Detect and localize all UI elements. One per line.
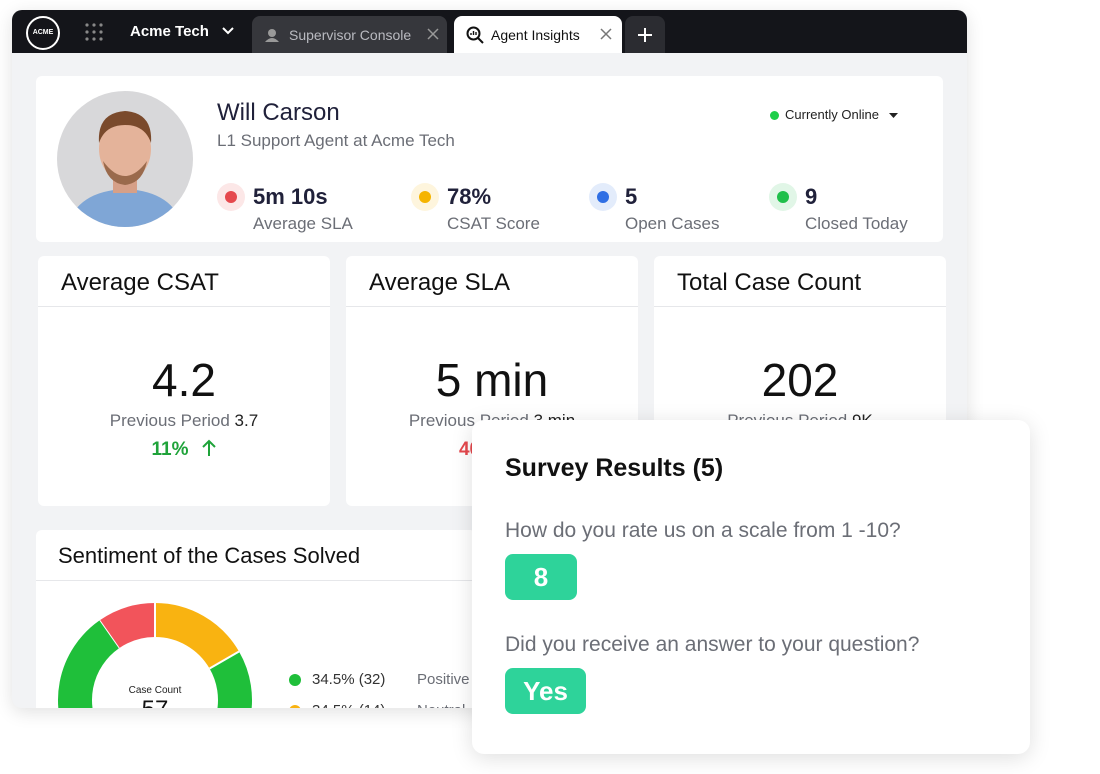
survey-answer: 8	[505, 554, 577, 600]
stat-icon-dot	[419, 191, 431, 203]
metric-value: 202	[761, 354, 839, 406]
apps-menu[interactable]	[84, 22, 104, 42]
stat-icon	[589, 183, 617, 211]
donut-center-label: Case Count	[128, 685, 182, 696]
stat-label: Average SLA	[253, 214, 353, 233]
metric-value: 4.2	[152, 354, 216, 406]
stat-label: CSAT Score	[447, 214, 540, 233]
agent-name: Will Carson	[217, 99, 340, 126]
stat-icon	[217, 183, 245, 211]
tab[interactable]: Supervisor Console	[252, 16, 447, 53]
stat-value: 9	[805, 184, 818, 209]
legend-name: Neutral	[417, 702, 465, 708]
metric-title: Average CSAT	[61, 269, 219, 296]
survey-card: Survey Results (5) How do you rate us on…	[472, 420, 1030, 754]
plus-icon	[638, 28, 652, 42]
donut-segment	[99, 603, 156, 649]
profile-card: Will Carson L1 Support Agent at Acme Tec…	[36, 76, 943, 242]
sentiment-card: Sentiment of the Cases Solved Case Count…	[36, 530, 476, 708]
donut-chart	[58, 603, 252, 708]
new-tab[interactable]	[625, 16, 665, 53]
status[interactable]: Currently Online	[785, 107, 879, 122]
tab-close[interactable]	[427, 28, 439, 40]
legend-name: Positive	[417, 671, 470, 688]
stat-label: Open Cases	[625, 214, 720, 233]
tab-label: Supervisor Console	[289, 27, 412, 43]
org-dropdown[interactable]	[222, 26, 234, 36]
stat-label: Closed Today	[805, 214, 908, 233]
survey-title: Survey Results (5)	[505, 454, 724, 482]
survey-answer: Yes	[505, 668, 586, 714]
change-value: 11%	[151, 439, 189, 460]
org-name[interactable]: Acme Tech	[130, 23, 209, 40]
stat-value: 5m 10s	[253, 184, 328, 209]
top-bar: ACME Acme Tech Supervisor Console Agent …	[12, 10, 967, 53]
app-window: ACME Acme Tech Supervisor Console Agent …	[12, 10, 967, 708]
sentiment-title: Sentiment of the Cases Solved	[58, 543, 361, 568]
status-dropdown[interactable]	[889, 113, 898, 119]
trend-arrow	[202, 439, 217, 456]
legend-value: 34.5% (14)	[312, 702, 385, 708]
donut-center-value: 57	[103, 696, 207, 708]
tab-label: Agent Insights	[491, 27, 580, 43]
metric-value: 5 min	[435, 354, 549, 406]
donut-segment	[154, 603, 239, 670]
previous-value: 3.7	[234, 411, 259, 430]
donut-segment	[58, 620, 252, 708]
agent-role: L1 Support Agent at Acme Tech	[217, 131, 455, 150]
stat-icon	[769, 183, 797, 211]
avatar	[57, 91, 193, 227]
divider	[654, 306, 946, 307]
metric-change: 11%	[38, 439, 330, 461]
segment-gap	[209, 650, 240, 670]
stat-icon-dot	[597, 191, 609, 203]
survey-question: How do you rate us on a scale from 1 -10…	[505, 519, 901, 542]
logo[interactable]: ACME	[26, 16, 60, 50]
metric-card: Average CSAT 4.2 Previous Period 3.7 11%	[38, 256, 330, 506]
tab-active[interactable]: Agent Insights	[454, 16, 622, 53]
tab-close[interactable]	[600, 28, 612, 40]
stat-value: 5	[625, 184, 638, 209]
stat-icon-dot	[777, 191, 789, 203]
tab-icon	[466, 26, 484, 44]
status-dot	[770, 111, 779, 120]
metric-previous: Previous Period 3.7	[38, 411, 330, 431]
stat-value: 78%	[447, 184, 492, 209]
legend-value: 34.5% (32)	[312, 671, 386, 688]
divider	[38, 306, 330, 307]
divider	[36, 580, 476, 581]
previous-label: Previous Period	[109, 411, 230, 430]
metric-title: Total Case Count	[677, 269, 862, 296]
divider	[346, 306, 638, 307]
legend-dot	[289, 705, 301, 708]
stat-icon	[411, 183, 439, 211]
tab-icon	[265, 29, 279, 42]
metric-title: Average SLA	[369, 269, 510, 296]
legend-dot	[289, 674, 301, 686]
survey-question: Did you receive an answer to your questi…	[505, 633, 920, 656]
stat-icon-dot	[225, 191, 237, 203]
